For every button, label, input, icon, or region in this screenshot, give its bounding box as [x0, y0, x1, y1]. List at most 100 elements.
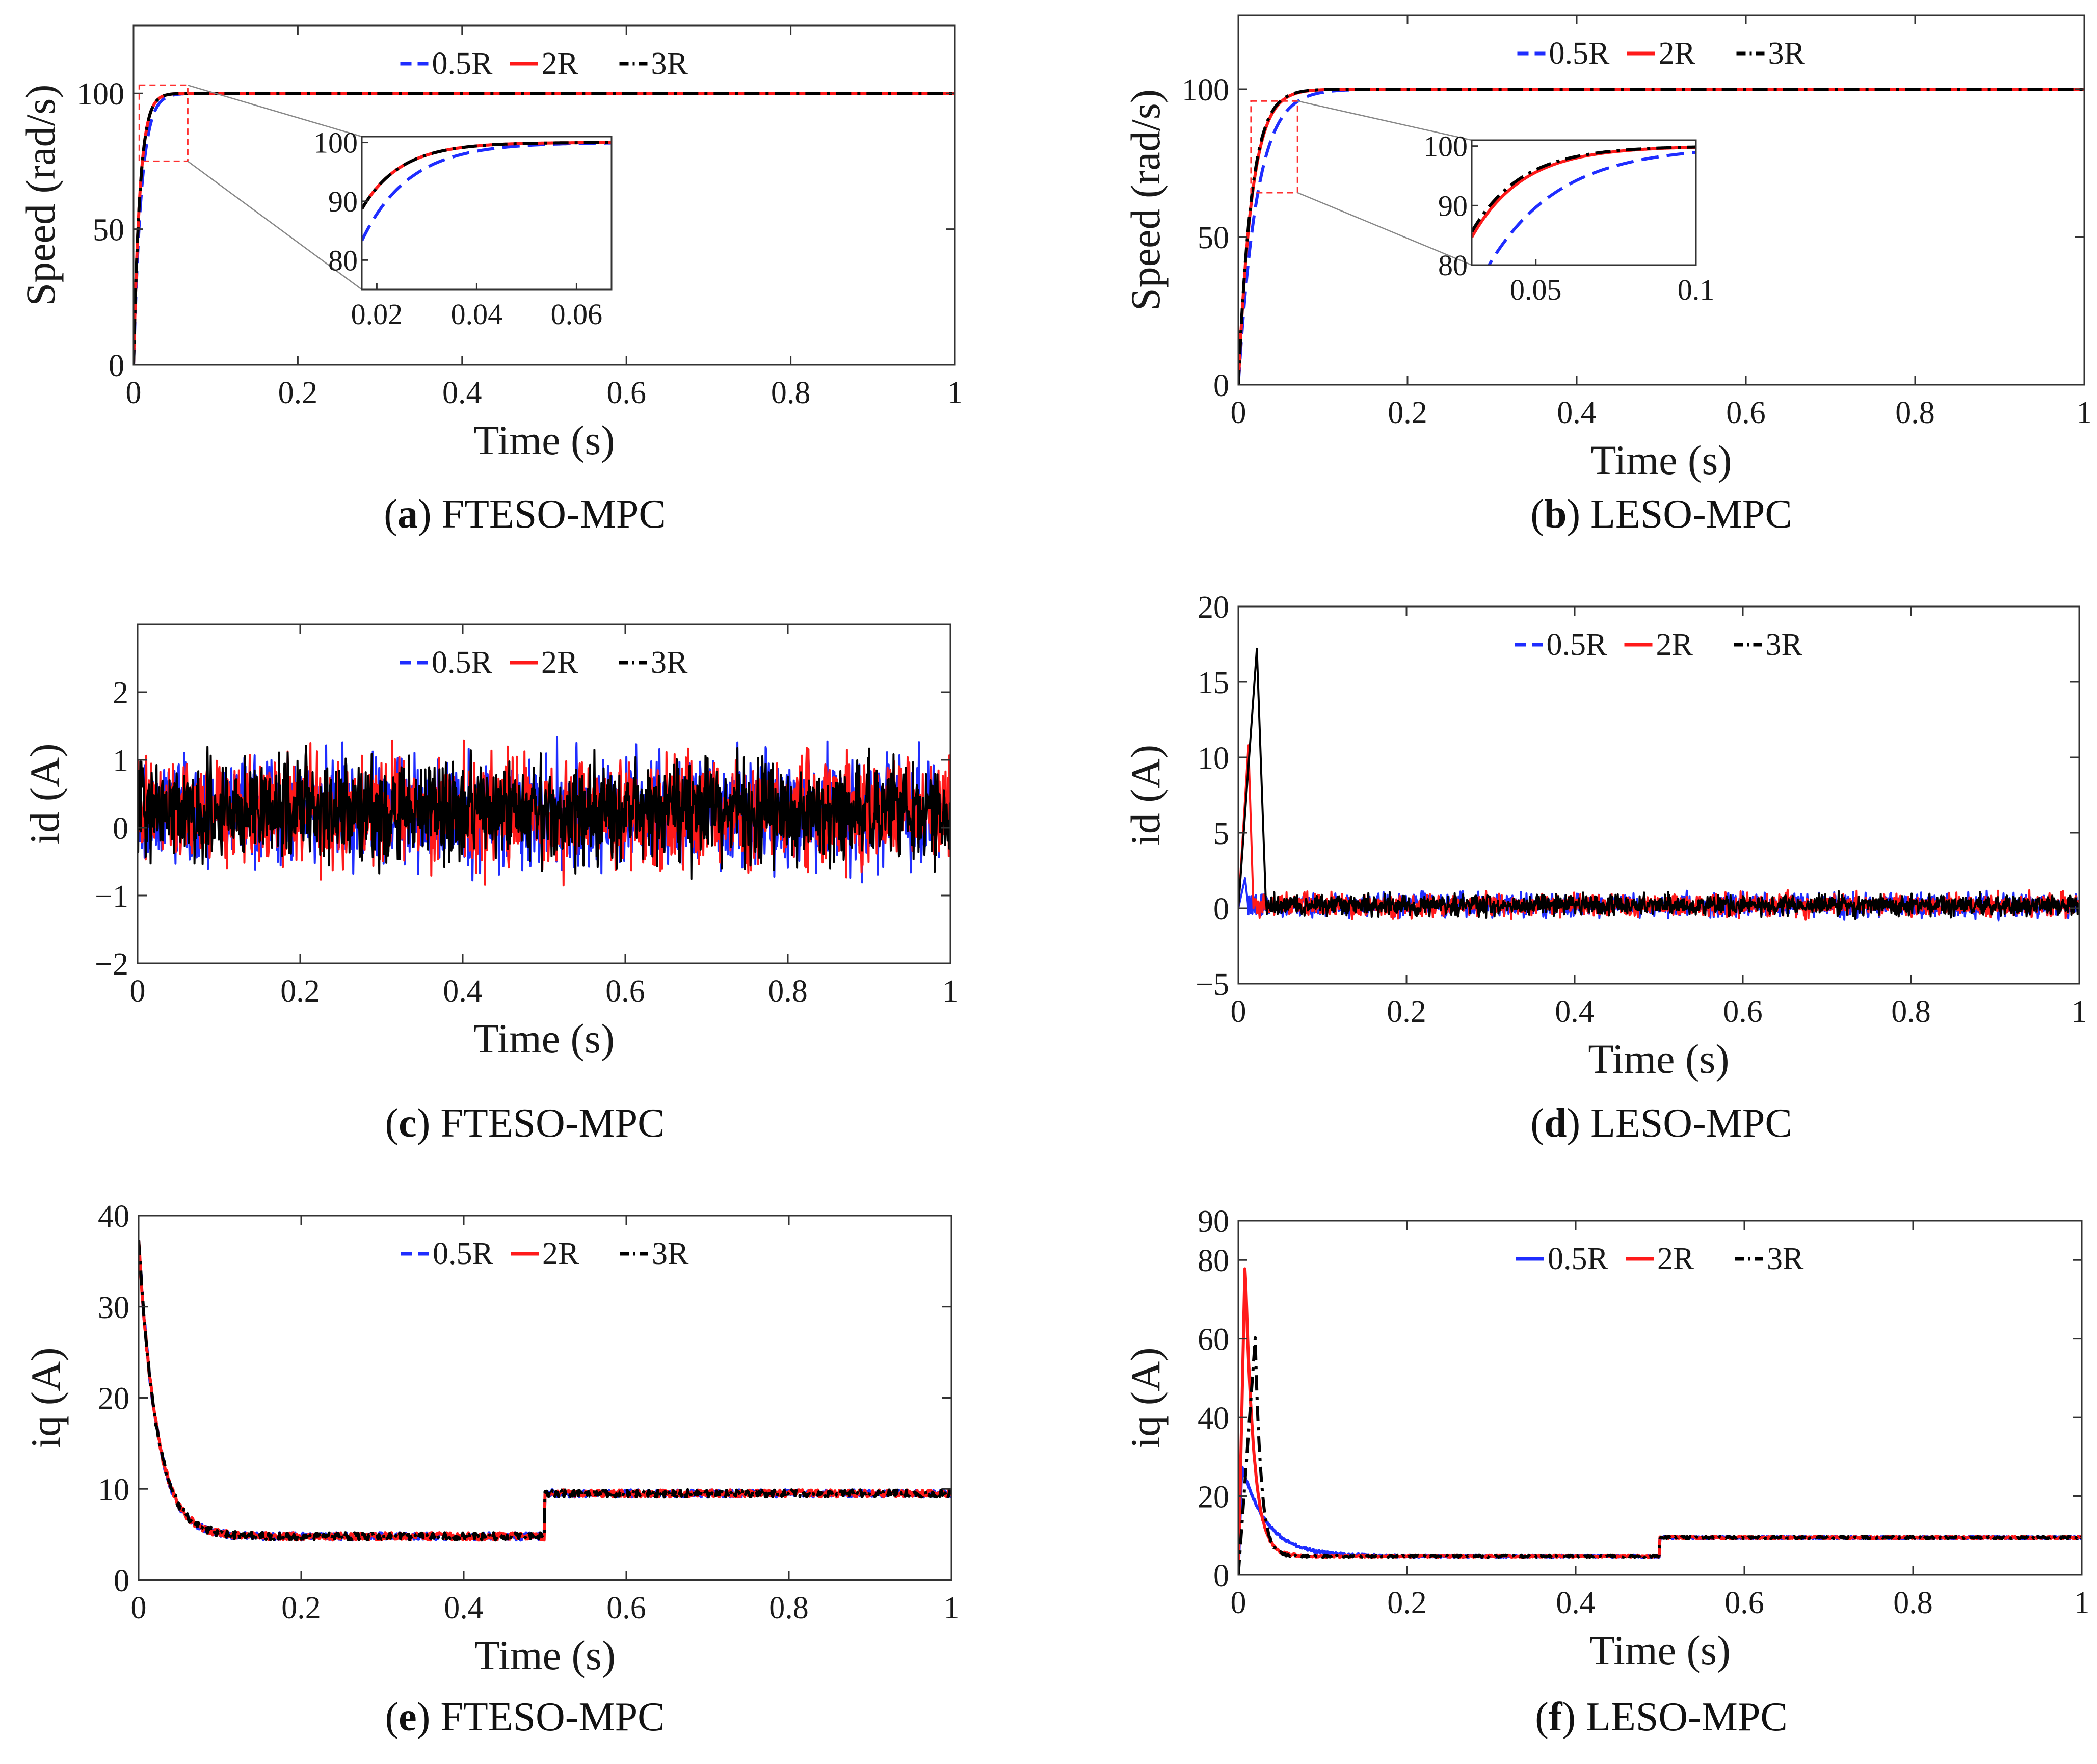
- x-tick-label: 1: [2072, 994, 2087, 1029]
- legend-label-0.5R: 0.5R: [433, 1236, 494, 1271]
- subplot-caption: (d) LESO-MPC: [1530, 1101, 1792, 1146]
- series-line-3R: [1238, 647, 2079, 920]
- y-tick-label: 1: [113, 744, 128, 778]
- y-tick-label: 20: [98, 1382, 129, 1416]
- inset-series-line-2R: [362, 141, 612, 210]
- chart-f: 0 0.2 0.4 0.6 0.8 1 0 20 40 60 80 90 Time (s) iq (A) 0…: [1122, 1204, 2090, 1740]
- y-tick-label: 0: [114, 1564, 129, 1598]
- x-tick-label: 0.8: [769, 1591, 809, 1625]
- legend-label-0.5R: 0.5R: [1548, 1242, 1609, 1276]
- y-tick-label: 10: [1198, 741, 1229, 776]
- legend-label-0.5R: 0.5R: [432, 46, 493, 81]
- x-tick-label: 0.6: [606, 376, 646, 410]
- series-group: [134, 92, 955, 365]
- legend-label-3R: 3R: [1768, 36, 1806, 71]
- inset-y-tick-label: 80: [1438, 249, 1468, 282]
- x-axis-label: Time (s): [1588, 1036, 1729, 1082]
- y-tick-label: 50: [93, 213, 124, 248]
- x-tick-label: 0.6: [605, 974, 645, 1009]
- x-tick-label: 1: [947, 376, 963, 410]
- zoom-box: [1250, 100, 1298, 194]
- series-line-3R: [134, 92, 955, 365]
- legend-label-3R: 3R: [651, 46, 688, 81]
- x-axis-label: Time (s): [473, 417, 615, 463]
- legend-label-3R: 3R: [1766, 627, 1803, 662]
- legend-label-3R: 3R: [651, 645, 688, 680]
- inset-series-line-3R: [1472, 145, 1696, 233]
- plot-frame: [132, 24, 956, 366]
- x-axis-label: Time (s): [474, 1632, 616, 1678]
- subplot-caption: (e) FTESO-MPC: [385, 1695, 665, 1740]
- inset-y-tick-label: 100: [313, 126, 358, 160]
- inset-plot: 0.05 0.1 80 90 100: [1423, 130, 1714, 306]
- y-tick-label: 0: [113, 811, 128, 846]
- series-line-3R: [139, 1240, 951, 1542]
- inset-x-tick-label: 0.05: [1510, 273, 1562, 306]
- x-tick-label: 0.6: [1723, 994, 1763, 1029]
- x-tick-label: 0.8: [768, 974, 808, 1009]
- chart-b: 0 0.2 0.4 0.6 0.8 1 0 50 100 Time (s) Speed (rad/s…: [1122, 14, 2092, 537]
- y-tick-label: −5: [1196, 967, 1229, 1002]
- x-tick-label: 0.4: [444, 1591, 484, 1625]
- series-line-3R: [1238, 88, 2084, 385]
- series-group: [1238, 1267, 2082, 1575]
- x-tick-label: 0.2: [1387, 1586, 1427, 1620]
- x-tick-label: 0.8: [771, 376, 811, 410]
- inset-y-tick-label: 90: [1438, 189, 1468, 222]
- zoom-connector: [188, 85, 362, 138]
- x-tick-label: 0.4: [1556, 1586, 1596, 1620]
- inset-x-tick-label: 0.06: [551, 298, 603, 331]
- inset-series-line-0.5R: [1487, 151, 1696, 265]
- legend-label-0.5R: 0.5R: [1549, 36, 1610, 71]
- y-tick-label: 5: [1213, 817, 1229, 851]
- y-tick-label: 0: [1213, 1559, 1229, 1593]
- y-axis-label: Speed (rad/s): [1122, 89, 1169, 311]
- y-axis-label: iq (A): [1122, 1347, 1169, 1448]
- x-tick-label: 0.2: [1388, 396, 1427, 430]
- y-tick-label: 80: [1198, 1244, 1229, 1278]
- legend: 0.5R 2R 3R: [401, 1236, 689, 1271]
- x-tick-label: 1: [2074, 1586, 2090, 1620]
- plot-frame: [137, 623, 951, 964]
- y-tick-label: 100: [77, 77, 124, 112]
- y-tick-label: 20: [1198, 590, 1229, 625]
- chart-a: 0 0.2 0.4 0.6 0.8 1 0 50 100 Time (s) Speed (rad/s…: [17, 24, 963, 537]
- legend-label-2R: 2R: [1656, 627, 1693, 662]
- x-tick-label: 0.8: [1895, 396, 1935, 430]
- x-axis-label: Time (s): [1589, 1627, 1731, 1673]
- x-tick-label: 0.4: [1557, 396, 1597, 430]
- subplot-caption: (a) FTESO-MPC: [384, 492, 666, 537]
- legend: 0.5R 2R 3R: [400, 645, 688, 680]
- legend: 0.5R 2R 3R: [1515, 627, 1803, 662]
- x-tick-label: 0.2: [281, 1591, 321, 1625]
- y-tick-label: 0: [1213, 368, 1229, 403]
- x-tick-label: 0: [131, 1591, 147, 1625]
- x-tick-label: 0.4: [1555, 994, 1595, 1029]
- series-group: [1238, 647, 2079, 922]
- inset-plot: 0.02 0.04 0.06 80 90 100: [313, 126, 613, 331]
- y-axis-label: id (A): [21, 743, 68, 844]
- series-group: [1238, 88, 2084, 385]
- inset-y-tick-label: 100: [1423, 130, 1468, 163]
- inset-y-tick-label: 90: [328, 185, 358, 218]
- y-tick-label: 30: [98, 1291, 129, 1325]
- y-tick-label: 50: [1198, 221, 1229, 255]
- legend-label-2R: 2R: [542, 46, 579, 81]
- x-tick-label: 0.6: [1726, 396, 1766, 430]
- y-axis-label: id (A): [1122, 745, 1169, 846]
- x-axis-label: Time (s): [1590, 437, 1732, 483]
- plot-frame: [1237, 14, 2085, 386]
- series-line-3R: [138, 745, 950, 880]
- chart-c: 0 0.2 0.4 0.6 0.8 1 −2 −1 0 1 2 Time (s) id (A) 0.5R 2…: [21, 623, 959, 1146]
- x-tick-label: 0: [1231, 1586, 1246, 1620]
- legend: 0.5R 2R 3R: [400, 46, 688, 81]
- legend: 0.5R 2R 3R: [1516, 1242, 1804, 1276]
- y-tick-label: 60: [1198, 1323, 1229, 1357]
- legend-label-2R: 2R: [542, 1236, 579, 1271]
- y-tick-label: 10: [98, 1472, 129, 1507]
- inset-x-tick-label: 0.04: [451, 298, 503, 331]
